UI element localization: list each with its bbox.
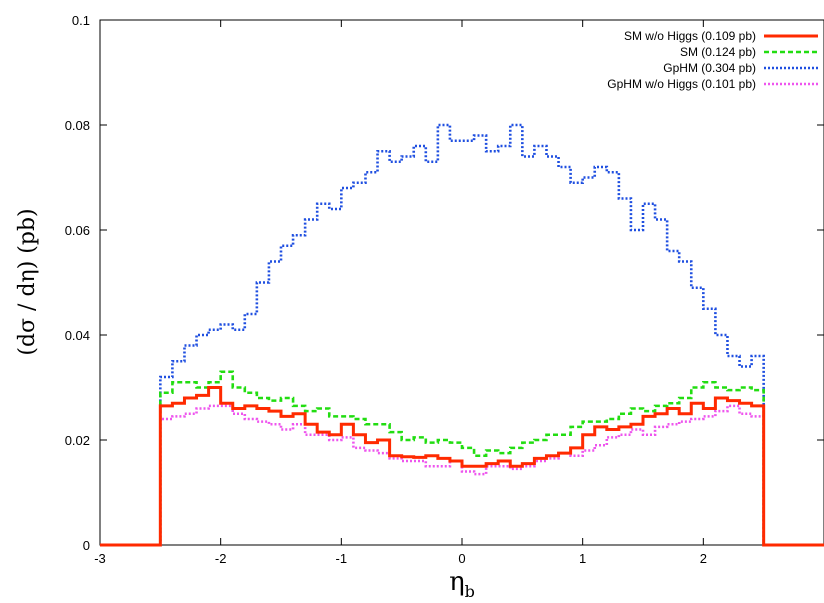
series-line-0 (100, 386, 824, 547)
y-tick-label: 0.02 (65, 433, 90, 448)
y-tick-label: 0.04 (65, 328, 90, 343)
legend-label: SM (0.124 pb) (680, 45, 756, 59)
x-tick-label: -1 (336, 551, 348, 566)
legend-label: GpHM w/o Higgs (0.101 pb) (607, 77, 756, 91)
series-line-3 (100, 404, 824, 547)
legend-label: GpHM (0.304 pb) (663, 61, 756, 75)
x-axis-symbol: η (449, 567, 465, 597)
x-tick-label: 2 (700, 551, 707, 566)
x-tick-label: -3 (94, 551, 106, 566)
series-layer (100, 123, 824, 547)
x-tick-label: 1 (579, 551, 586, 566)
y-tick-label: 0.06 (65, 223, 90, 238)
series-line-2 (100, 123, 824, 547)
x-tick-label: -2 (215, 551, 227, 566)
x-axis-subscript: b (465, 582, 475, 601)
legend: SM w/o Higgs (0.109 pb) SM (0.124 pb) GpHM… (607, 29, 818, 91)
series-line-1 (100, 370, 824, 547)
y-axis-title: (dσ / dη) (pb) (15, 208, 40, 355)
x-tick-label: 0 (458, 551, 465, 566)
ticks: -3 -2 -1 0 1 2 0 0.02 0.04 0.06 0.08 0.1 (65, 13, 824, 566)
y-tick-label: 0.08 (65, 118, 90, 133)
y-tick-label: 0 (83, 538, 90, 553)
legend-label: SM w/o Higgs (0.109 pb) (624, 29, 756, 43)
y-tick-label: 0.1 (72, 13, 90, 28)
x-axis-title: ηb (449, 567, 475, 601)
